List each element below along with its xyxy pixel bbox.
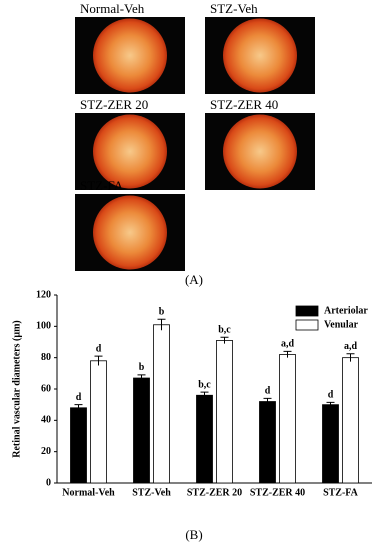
bar [322,404,339,484]
x-tick-label: STZ-FA [323,487,359,498]
fundus-disc [93,195,167,270]
bar [153,324,170,484]
y-tick-label: 0 [46,477,51,488]
image-label: STZ-ZER 40 [210,97,278,112]
image-label: STZ-ZER 20 [80,97,148,112]
significance-label: b [159,307,165,318]
bar [279,354,296,484]
x-tick-label: STZ-ZER 20 [187,487,242,498]
y-tick-label: 120 [36,289,51,300]
error-bar [200,391,209,399]
y-tick-label: 100 [36,321,51,332]
significance-label: b,c [198,379,211,390]
error-bar [326,401,335,408]
x-tick-label: STZ-ZER 40 [250,487,305,498]
y-tick-label: 20 [41,446,51,457]
x-tick-label: STZ-Veh [132,487,171,498]
error-bar [157,318,166,331]
error-bar [263,397,272,405]
error-bar [346,353,355,362]
panel-caption: (B) [185,527,202,542]
error-bar [94,355,103,366]
image-label: STZ-FA [80,178,124,193]
fundus-disc [223,18,297,93]
significance-label: b,c [218,325,231,336]
legend-key [295,319,319,331]
x-tick-label: Normal-Veh [62,487,115,498]
error-bar [283,350,292,358]
fundus-disc [223,114,297,189]
bar [196,394,213,484]
image-label: Normal-Veh [80,1,145,16]
legend-label: Arteriolar [324,305,368,316]
significance-label: d [96,343,102,354]
error-bar [74,404,83,411]
significance-label: d [265,386,271,397]
y-tick-label: 60 [41,383,51,394]
legend-key [295,305,319,317]
bar [216,340,233,484]
significance-label: a,d [344,341,358,352]
error-bar [137,374,146,382]
y-tick-label: 80 [41,352,51,363]
significance-label: a,d [281,339,295,350]
significance-label: b [139,362,145,373]
significance-label: d [328,390,334,401]
y-axis-label: Retinal vascular diameters (µm) [11,320,22,458]
bar [342,357,359,484]
bar [70,407,87,484]
y-tick-label: 40 [41,415,51,426]
bar [133,377,150,484]
significance-label: d [76,392,82,403]
bar [90,360,107,484]
legend-label: Venular [324,319,359,330]
image-label: STZ-Veh [210,1,258,16]
error-bar [220,336,229,344]
fundus-disc [93,114,167,189]
fundus-disc [93,18,167,93]
panel-caption: (A) [185,272,203,287]
bar [259,401,276,484]
